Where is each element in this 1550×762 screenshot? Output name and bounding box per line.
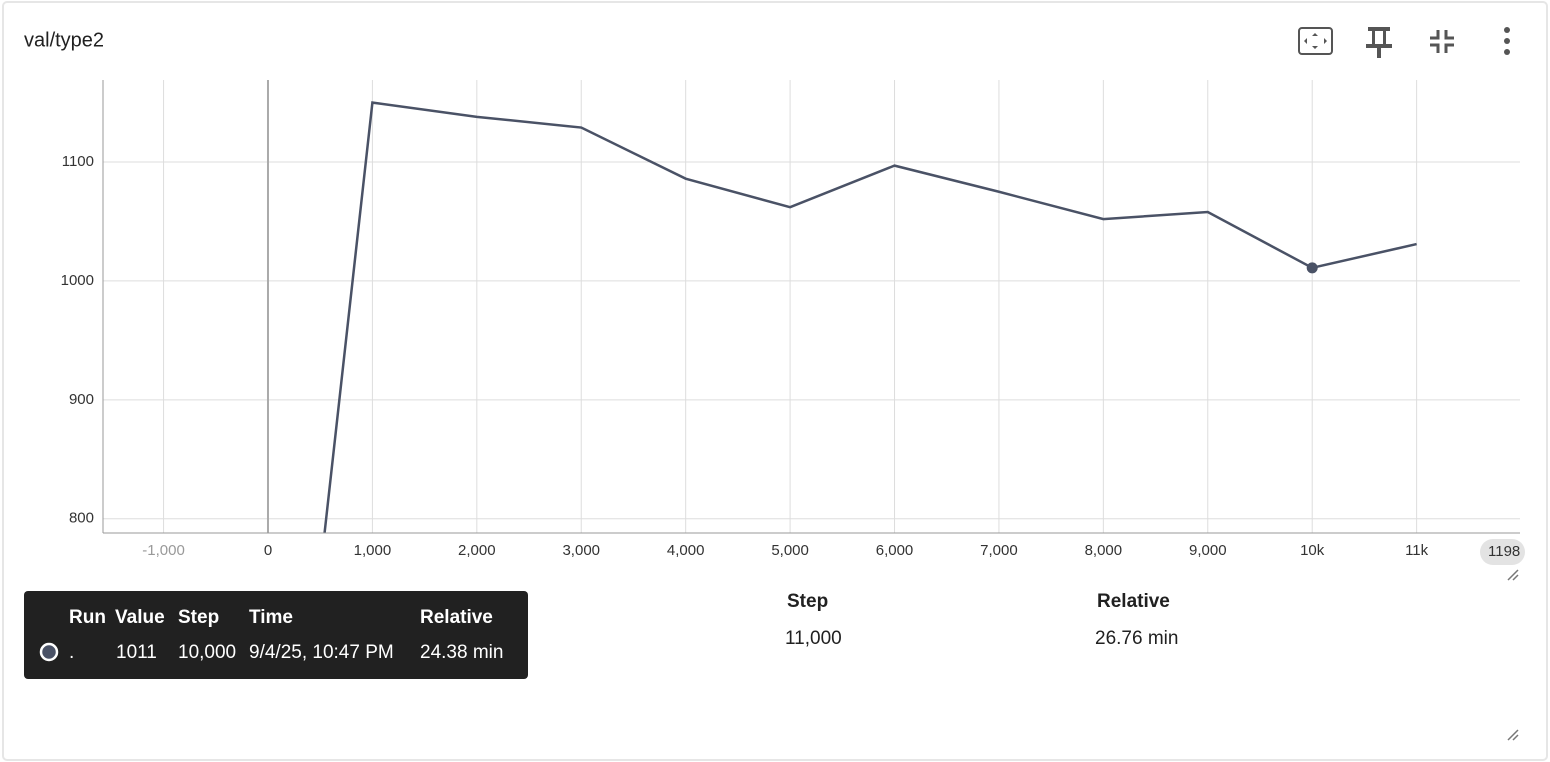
y-tick-label: 1100 (62, 153, 94, 170)
table-cell: 26.76 min (1095, 628, 1178, 649)
tooltip-header: Run (69, 607, 106, 628)
x-tick-label: 5,000 (771, 542, 809, 559)
x-tick-label: 0 (264, 542, 272, 559)
tooltip-cell: 10,000 (178, 642, 236, 663)
table-cell: 11,000 (785, 628, 842, 649)
x-tick-label: 6,000 (876, 542, 914, 559)
tooltip-header: Step (178, 607, 219, 628)
y-tick-label: 800 (69, 510, 94, 527)
grid (103, 80, 1520, 533)
tooltip-cell: 24.38 min (420, 642, 503, 663)
ticks: 800 900 1000 1100 -1,000 0 1,000 2,000 3,000 4,00… (61, 153, 1525, 565)
resize-handle[interactable] (1507, 729, 1519, 741)
x-tick-label: 10k (1300, 542, 1325, 559)
tooltip-header: Relative (420, 607, 493, 628)
pin-icon[interactable] (1366, 27, 1392, 58)
table-header: Relative (1097, 591, 1170, 612)
highlight-point (1306, 262, 1318, 274)
tooltip-cell: 9/4/25, 10:47 PM (249, 642, 394, 663)
y-tick-label: 900 (69, 391, 94, 408)
x-tick-label: 4,000 (667, 542, 705, 559)
x-tick-label: 8,000 (1085, 542, 1123, 559)
tooltip-box (24, 591, 528, 679)
tooltip-run-color (39, 642, 59, 662)
table-header: Step (787, 591, 828, 612)
x-tick-label: 9,000 (1189, 542, 1227, 559)
tooltip-header: Value (115, 607, 165, 628)
y-tick-label: 1000 (61, 272, 94, 289)
fit-icon[interactable] (1298, 27, 1333, 55)
x-extent-label: 1198 (1488, 543, 1520, 560)
x-tick-label: 2,000 (458, 542, 496, 559)
menu-icon[interactable] (1504, 27, 1510, 55)
x-tick-label: 1,000 (354, 542, 392, 559)
x-tick-label: 7,000 (980, 542, 1018, 559)
x-tick-label: 11k (1405, 542, 1429, 559)
tooltip: Run Value Step Time Relative . 1011 10,0… (24, 591, 528, 679)
card-title: val/type2 (24, 29, 104, 51)
collapse-icon[interactable] (1430, 30, 1454, 53)
resize-handle[interactable] (1507, 569, 1519, 581)
series-line (323, 101, 1417, 533)
plot (323, 101, 1417, 533)
tooltip-header: Time (249, 607, 293, 628)
tooltip-cell: . (69, 642, 74, 663)
x-tick-label: -1,000 (142, 542, 185, 559)
tooltip-cell: 1011 (116, 642, 157, 663)
x-extent-badge (1480, 539, 1525, 565)
x-tick-label: 3,000 (562, 542, 600, 559)
